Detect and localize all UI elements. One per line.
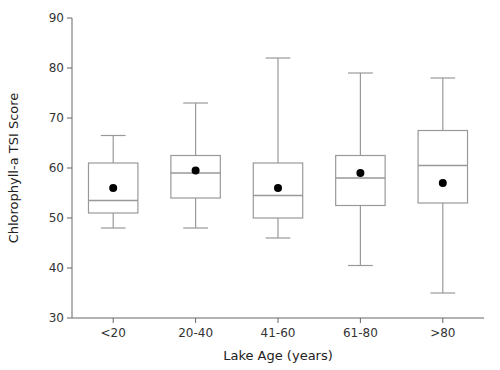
cap-low bbox=[430, 292, 455, 293]
cap-high bbox=[430, 77, 455, 78]
y-tick-label: 30 bbox=[49, 311, 64, 325]
mean-marker bbox=[439, 179, 447, 187]
cap-low bbox=[101, 227, 126, 228]
y-tick bbox=[67, 318, 72, 319]
median bbox=[253, 195, 302, 197]
mean-marker bbox=[356, 169, 364, 177]
cap-low bbox=[348, 265, 373, 266]
whisker-low bbox=[277, 218, 278, 238]
box bbox=[418, 131, 467, 204]
x-tick bbox=[442, 318, 443, 323]
box bbox=[171, 156, 220, 199]
median bbox=[336, 177, 385, 179]
x-tick bbox=[195, 318, 196, 323]
y-tick-label: 50 bbox=[49, 211, 64, 225]
whisker-high bbox=[195, 103, 196, 156]
x-axis-label: Lake Age (years) bbox=[223, 348, 333, 363]
y-tick bbox=[67, 218, 72, 219]
box-group bbox=[336, 73, 385, 266]
cap-low bbox=[266, 237, 291, 238]
cap-high bbox=[348, 72, 373, 73]
chart: 30 40 50 60 70 80 90 <20 20-40 41-60 61-80 >80 Lake … bbox=[0, 0, 500, 370]
mean-marker bbox=[109, 184, 117, 192]
box-group bbox=[418, 78, 467, 293]
x-tick-label: 20-40 bbox=[178, 326, 213, 340]
plot-area bbox=[88, 58, 467, 293]
y-axis-label: Chlorophyll-a TSI Score bbox=[6, 93, 21, 244]
y-tick-label: 90 bbox=[49, 11, 64, 25]
y-tick-label: 70 bbox=[49, 111, 64, 125]
y-axis bbox=[72, 18, 73, 318]
y-tick bbox=[67, 118, 72, 119]
cap-high bbox=[183, 102, 208, 103]
x-tick-label: >80 bbox=[430, 326, 455, 340]
box-group bbox=[171, 103, 220, 228]
cap-high bbox=[266, 57, 291, 58]
y-tick-label: 40 bbox=[49, 261, 64, 275]
y-tick bbox=[67, 168, 72, 169]
x-tick-label: <20 bbox=[101, 326, 126, 340]
box-group bbox=[253, 58, 302, 238]
whisker-high bbox=[277, 58, 278, 163]
box bbox=[253, 163, 302, 218]
x-tick bbox=[360, 318, 361, 323]
x-tick bbox=[113, 318, 114, 323]
cap-low bbox=[183, 227, 208, 228]
whisker-high bbox=[360, 73, 361, 156]
whisker-low bbox=[113, 213, 114, 228]
whisker-low bbox=[360, 206, 361, 266]
x-tick bbox=[278, 318, 279, 323]
box bbox=[336, 156, 385, 206]
mean-marker bbox=[274, 184, 282, 192]
y-tick-label: 60 bbox=[49, 161, 64, 175]
median bbox=[88, 200, 137, 202]
y-tick bbox=[67, 18, 72, 19]
whisker-low bbox=[195, 198, 196, 228]
mean-marker bbox=[192, 167, 200, 175]
box-group bbox=[88, 136, 137, 229]
median bbox=[418, 165, 467, 167]
box bbox=[88, 163, 137, 213]
x-tick-label: 61-80 bbox=[343, 326, 378, 340]
y-tick bbox=[67, 268, 72, 269]
y-tick bbox=[67, 68, 72, 69]
cap-high bbox=[101, 135, 126, 136]
x-tick-label: 41-60 bbox=[261, 326, 296, 340]
y-tick-label: 80 bbox=[49, 61, 64, 75]
whisker-high bbox=[442, 78, 443, 131]
whisker-low bbox=[442, 203, 443, 293]
whisker-high bbox=[113, 136, 114, 164]
